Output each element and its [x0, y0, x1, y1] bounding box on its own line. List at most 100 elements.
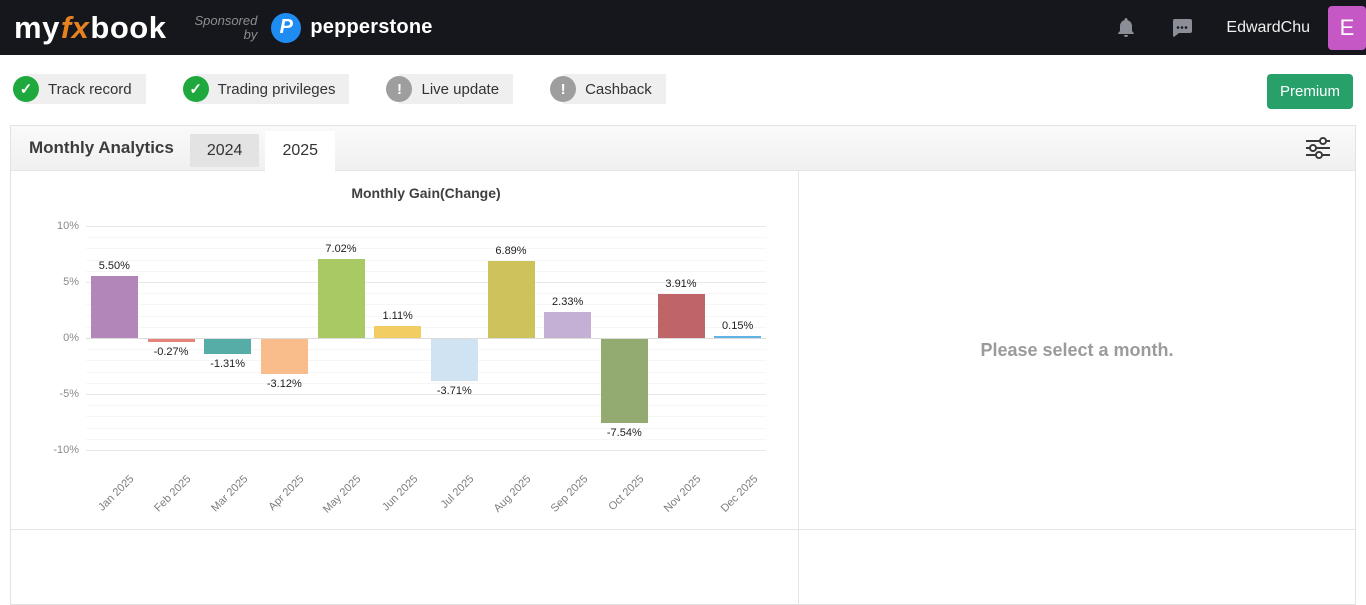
- minor-gridline: [86, 326, 766, 328]
- avatar[interactable]: E: [1328, 5, 1366, 50]
- myfxbook-logo[interactable]: my fx book: [14, 10, 166, 46]
- tab-2025[interactable]: 2025: [265, 131, 336, 171]
- bar-value-label: 1.11%: [382, 309, 413, 322]
- minor-gridline: [86, 371, 766, 373]
- minor-gridline: [86, 360, 766, 362]
- minor-gridline: [86, 315, 766, 317]
- y-axis-tick: 10%: [56, 220, 79, 232]
- bar-aug-2025[interactable]: [487, 260, 535, 338]
- bar-value-label: 3.91%: [665, 278, 697, 291]
- major-gridline: [86, 338, 766, 339]
- x-axis-tick: Nov 2025: [661, 473, 704, 515]
- bar-value-label: 2.33%: [552, 295, 584, 308]
- x-axis-tick: Jan 2025: [96, 473, 137, 514]
- bar-value-label: -3.71%: [436, 384, 472, 397]
- pepperstone-logo[interactable]: P pepperstone: [271, 12, 433, 43]
- pepperstone-icon: P: [271, 12, 302, 43]
- pepperstone-name: pepperstone: [310, 16, 433, 38]
- major-gridline: [86, 282, 766, 283]
- major-gridline: [86, 226, 766, 227]
- sponsored-by-label: Sponsored by: [194, 12, 258, 42]
- check-icon: ✓: [13, 76, 39, 102]
- top-header: my fx book Sponsored by P pepperstone Edwa…: [0, 0, 1366, 55]
- x-axis-tick: Jul 2025: [438, 473, 477, 511]
- minor-gridline: [86, 405, 766, 407]
- filter-settings-icon[interactable]: [1305, 136, 1331, 160]
- x-axis-tick: Aug 2025: [491, 473, 534, 515]
- notifications-bell-icon[interactable]: [1114, 16, 1138, 40]
- year-tabs: 2024 2025: [189, 126, 336, 171]
- bar-jul-2025[interactable]: [430, 339, 478, 381]
- badge-label: Live update: [421, 80, 500, 98]
- logo-fx: fx: [60, 9, 90, 45]
- messages-chat-icon[interactable]: [1170, 16, 1194, 40]
- bar-jan-2025[interactable]: [90, 276, 138, 338]
- x-axis-tick: Mar 2025: [208, 473, 251, 515]
- minor-gridline: [86, 382, 766, 384]
- minor-gridline: [86, 416, 766, 418]
- monthly-analytics-panel: Monthly Analytics 2024 2025 Monthly Gain(…: [10, 125, 1356, 605]
- y-axis-tick: -10%: [53, 444, 79, 456]
- badge-label: Track record: [48, 80, 132, 98]
- badge-label: Cashback: [585, 80, 652, 98]
- y-axis-tick: -5%: [59, 388, 79, 400]
- minor-gridline: [86, 237, 766, 239]
- minor-gridline: [86, 248, 766, 250]
- y-axis-tick: 5%: [63, 276, 79, 288]
- exclamation-icon: !: [550, 76, 577, 102]
- x-axis-tick: Jun 2025: [379, 473, 421, 514]
- select-month-message: Please select a month.: [980, 339, 1174, 360]
- horizontal-divider: [11, 529, 1355, 530]
- y-axis-tick: 0%: [63, 332, 79, 344]
- bar-may-2025[interactable]: [317, 259, 365, 338]
- chart-title: Monthly Gain(Change): [351, 185, 501, 201]
- tab-2024[interactable]: 2024: [189, 134, 260, 167]
- bar-apr-2025[interactable]: [260, 339, 308, 374]
- bar-mar-2025[interactable]: [204, 339, 252, 354]
- panel-header: Monthly Analytics 2024 2025: [11, 126, 1355, 171]
- minor-gridline: [86, 349, 766, 351]
- bar-nov-2025[interactable]: [657, 294, 705, 338]
- minor-gridline: [86, 293, 766, 295]
- badge-label: Trading privileges: [217, 80, 336, 98]
- panel-title: Monthly Analytics: [29, 138, 174, 157]
- verification-bar: ✓ Track record ✓ Trading privileges! Live up…: [0, 55, 1366, 125]
- exclamation-icon: !: [386, 76, 413, 102]
- bar-oct-2025[interactable]: [600, 339, 648, 424]
- vertical-divider: [798, 171, 799, 605]
- monthly-gain-chart: Monthly Gain(Change) 10% 5% 0% -5% -10% 5.50%…: [11, 171, 798, 529]
- bar-jun-2025[interactable]: [374, 325, 422, 338]
- x-axis-tick: Oct 2025: [606, 473, 647, 514]
- panel-body: Monthly Gain(Change) 10% 5% 0% -5% -10% 5.50%…: [11, 171, 1355, 605]
- minor-gridline: [86, 259, 766, 261]
- minor-gridline: [86, 438, 766, 440]
- check-icon: ✓: [182, 76, 209, 102]
- minor-gridline: [86, 304, 766, 306]
- bar-value-label: 0.15%: [722, 320, 754, 332]
- major-gridline: [86, 450, 766, 451]
- logo-book: book: [90, 9, 167, 45]
- verification-badges: ✓ Track record ✓ Trading privileges! Live up…: [13, 74, 666, 104]
- minor-gridline: [86, 270, 766, 272]
- major-gridline: [86, 394, 766, 395]
- bar-value-label: 7.02%: [325, 243, 357, 256]
- logo-my: my: [14, 9, 60, 45]
- badge-live-update[interactable]: ! Live update: [386, 74, 514, 104]
- bar-value-label: -7.54%: [606, 427, 642, 440]
- badge-track-record[interactable]: ✓ Track record: [13, 74, 146, 104]
- x-axis-tick: Apr 2025: [266, 473, 307, 514]
- badge-cashback[interactable]: ! Cashback: [550, 74, 666, 104]
- bar-value-label: -3.12%: [266, 377, 302, 390]
- bar-dec-2025[interactable]: [714, 336, 762, 338]
- bar-sep-2025[interactable]: [544, 311, 592, 338]
- x-axis-tick: Feb 2025: [152, 473, 194, 515]
- x-axis-tick: May 2025: [320, 473, 364, 516]
- bar-feb-2025[interactable]: [147, 339, 195, 343]
- x-axis-tick: Sep 2025: [548, 473, 591, 515]
- premium-button[interactable]: Premium: [1267, 74, 1353, 109]
- bar-value-label: -1.31%: [210, 357, 246, 370]
- username[interactable]: EdwardChu: [1226, 18, 1310, 36]
- x-axis-tick: Dec 2025: [718, 473, 761, 515]
- badge-trading-privileges[interactable]: ✓ Trading privileges: [182, 74, 350, 104]
- bar-value-label: -0.27%: [153, 346, 189, 359]
